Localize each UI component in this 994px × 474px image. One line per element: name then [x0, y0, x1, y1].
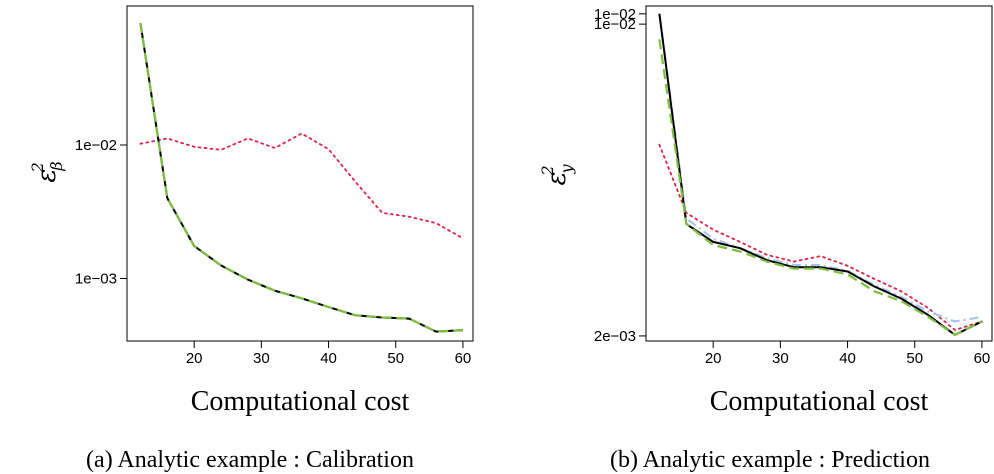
series-line-dashed: [658, 39, 983, 336]
y-axis-label-sub: y: [557, 164, 576, 175]
x-tick-label: 40: [839, 350, 856, 367]
svg-text:εy2: εy2: [538, 164, 576, 186]
panel-caption: (a) Analytic example : Calibration: [86, 447, 414, 473]
x-tick-label: 40: [320, 350, 337, 367]
series-line-solid: [139, 22, 463, 333]
series-line-dashdot: [139, 22, 463, 333]
y-tick-label: 1e−03: [75, 270, 117, 287]
series-line-solid: [658, 13, 983, 336]
panel-calibration: 20 30 40 50 60 1e−02 1e−03 εβ2 Computational c…: [28, 5, 474, 473]
y-axis-label: εy2: [538, 164, 576, 186]
x-tick-label: 60: [455, 350, 472, 367]
x-tick-label: 60: [974, 350, 991, 367]
y-tick-label: 1e−02: [594, 16, 636, 33]
x-tick-label: 30: [253, 350, 270, 367]
x-tick-label: 50: [387, 350, 404, 367]
x-axis-label: Computational cost: [710, 386, 929, 417]
plot-frame: [126, 5, 474, 342]
y-axis-label-sup: 2: [28, 162, 47, 173]
y-axis-label-sub: β: [47, 161, 66, 171]
y-axis-label: εβ2: [28, 161, 66, 182]
series-line-dotted: [139, 132, 464, 240]
y-axis-label-sup: 2: [538, 165, 557, 176]
x-tick-label: 20: [186, 350, 203, 367]
y-tick-label: 1e−02: [75, 137, 117, 154]
panel-caption: (b) Analytic example : Prediction: [610, 447, 930, 473]
x-axis-label: Computational cost: [191, 386, 410, 417]
x-tick-label: 30: [772, 350, 789, 367]
y-axis-label-main: ε: [542, 172, 572, 186]
series-line-dashed: [139, 22, 463, 333]
svg-text:εβ2: εβ2: [28, 161, 66, 182]
plot-area: 20 30 40 50 60 1e−02 1e−03: [75, 22, 472, 367]
series-line-dashdot: [658, 13, 983, 323]
plot-frame: [645, 5, 993, 342]
y-axis-label-main: ε: [32, 169, 62, 183]
x-tick-label: 50: [906, 350, 923, 367]
y-tick-label: 1e−02: [594, 6, 636, 23]
y-tick-label: 2e−03: [594, 328, 636, 345]
x-tick-label: 20: [705, 350, 722, 367]
